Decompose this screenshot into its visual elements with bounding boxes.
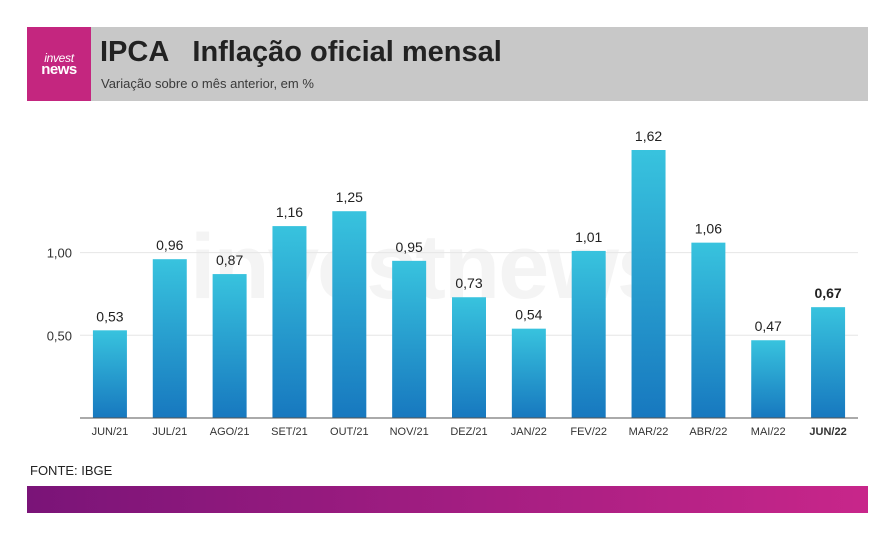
y-tick-label: 1,00	[47, 246, 72, 261]
value-label: 1,01	[575, 229, 602, 245]
x-tick-label: MAR/22	[629, 426, 669, 438]
bar	[152, 259, 187, 418]
value-label: 0,54	[515, 307, 542, 323]
value-label: 0,53	[96, 308, 123, 324]
x-tick-label: JUN/22	[809, 426, 846, 438]
x-tick-label: JUL/21	[152, 426, 187, 438]
bar	[571, 250, 606, 418]
value-label: 1,16	[276, 204, 303, 220]
x-tick-label: NOV/21	[390, 426, 429, 438]
x-tick-label: FEV/22	[570, 426, 607, 438]
value-labels: 0,53 0,96 0,87 1,16 1,25 0,95 0,73 0,54 1,01 1,62…	[96, 128, 842, 334]
value-label: 1,25	[336, 189, 363, 205]
value-label: 0,87	[216, 252, 243, 268]
bar	[272, 226, 307, 418]
bar	[511, 328, 546, 418]
value-label: 1,06	[695, 221, 722, 237]
x-tick-label: SET/21	[271, 426, 308, 438]
investnews-logo: invest news	[27, 27, 91, 101]
value-label: 0,67	[814, 285, 841, 301]
x-tick-label: JUN/21	[92, 426, 129, 438]
chart-title: IPCA Inflação oficial mensal	[100, 36, 502, 68]
bar	[392, 260, 427, 418]
chart-subtitle: Variação sobre o mês anterior, em %	[101, 76, 314, 91]
value-label: 0,47	[755, 318, 782, 334]
x-tick-label: JAN/22	[511, 426, 547, 438]
bar	[811, 307, 846, 418]
bar	[452, 297, 486, 418]
x-tick-label: MAI/22	[751, 426, 786, 438]
bar	[92, 330, 127, 418]
logo-text-bottom: news	[41, 60, 77, 78]
logo-text-top: invest	[44, 50, 74, 65]
y-axis-ticks: 0,50 1,00	[47, 246, 72, 344]
bar	[212, 274, 247, 418]
bar	[751, 340, 786, 418]
bar	[332, 211, 367, 418]
bars	[92, 150, 846, 418]
x-axis-ticks: JUN/21 JUL/21 AGO/21 SET/21 OUT/21 NOV/21 DEZ/…	[92, 426, 847, 438]
header-banner: invest news IPCA Inflação oficial mensal…	[27, 27, 868, 101]
x-tick-label: ABR/22	[689, 426, 727, 438]
bottom-brand-bar	[27, 486, 868, 513]
value-label: 0,73	[455, 275, 482, 291]
bar	[631, 150, 666, 418]
x-tick-label: DEZ/21	[450, 426, 487, 438]
value-label: 1,62	[635, 128, 662, 144]
value-label: 0,96	[156, 237, 183, 253]
source-note: FONTE: IBGE	[30, 463, 113, 478]
x-tick-label: OUT/21	[330, 426, 369, 438]
bar-chart: 0,501,00 0,530,960,871,161,250,950,730,5…	[47, 128, 858, 438]
y-tick-label: 0,50	[47, 328, 72, 343]
value-label: 0,95	[396, 239, 423, 255]
x-tick-label: AGO/21	[210, 426, 250, 438]
bar	[691, 242, 726, 418]
